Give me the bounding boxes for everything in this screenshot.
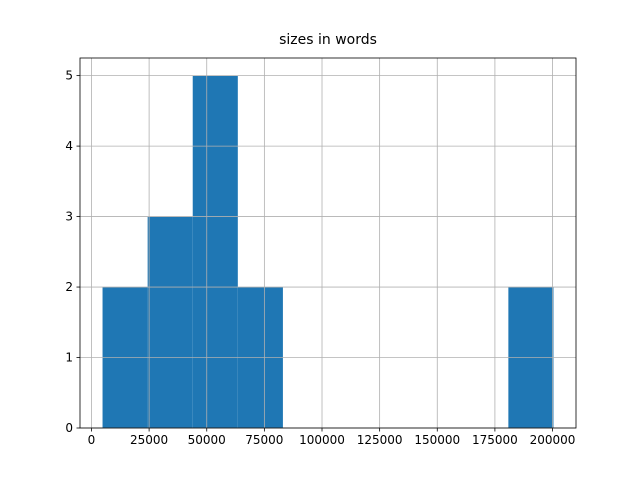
y-tick-label: 5 <box>65 69 73 83</box>
x-tick-label: 200000 <box>530 433 576 447</box>
y-tick-label: 2 <box>65 280 73 294</box>
bar <box>192 75 238 428</box>
x-tick-label: 50000 <box>188 433 226 447</box>
bar <box>147 216 193 428</box>
x-tick-label: 0 <box>88 433 96 447</box>
y-tick-label: 4 <box>65 139 73 153</box>
x-tick-label: 75000 <box>245 433 283 447</box>
x-tick-label: 25000 <box>130 433 168 447</box>
chart-title: sizes in words <box>279 32 377 48</box>
x-tick-label: 125000 <box>357 433 403 447</box>
x-tick-label: 100000 <box>299 433 345 447</box>
y-tick-label: 3 <box>65 210 73 224</box>
x-tick-label: 150000 <box>414 433 460 447</box>
y-tick-label: 0 <box>65 421 73 435</box>
y-tick-label: 1 <box>65 351 73 365</box>
x-tick-label: 175000 <box>472 433 518 447</box>
axes-frame <box>79 57 577 429</box>
